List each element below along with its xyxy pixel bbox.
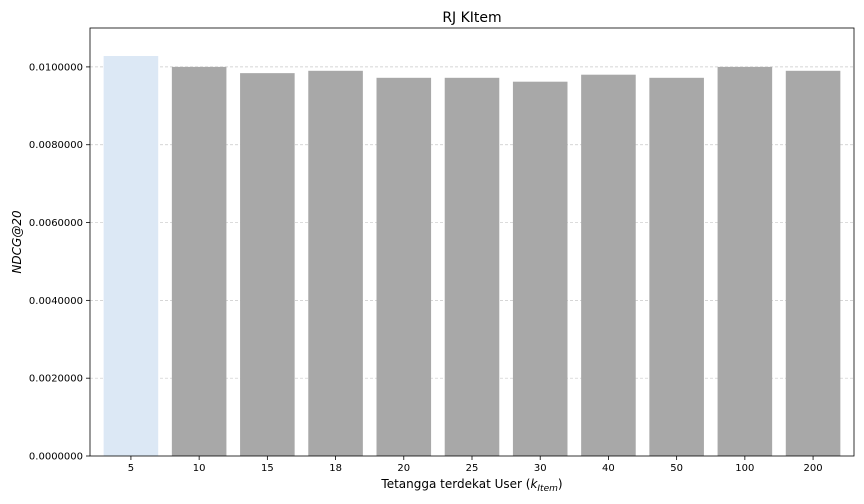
- x-tick-label: 40: [602, 463, 615, 474]
- bar: [308, 70, 363, 457]
- x-tick-label: 5: [128, 463, 134, 474]
- bar: [444, 77, 500, 456]
- y-tick-label: 0.0000000: [29, 452, 83, 463]
- x-tick-label: 25: [466, 463, 479, 474]
- y-axis: 0.0000000 0.0020000 0.0040000 0.0060000 0.00…: [29, 62, 90, 463]
- x-tick-label: 20: [397, 463, 410, 474]
- x-axis-label-suffix: ): [558, 477, 563, 491]
- bar: [171, 66, 227, 456]
- bar: [581, 74, 636, 456]
- x-axis-label: Tetangga terdekat User (kItem): [380, 477, 562, 494]
- chart-title: RJ KItem: [442, 10, 501, 26]
- x-tick-label: 200: [804, 463, 823, 474]
- bar: [785, 70, 841, 457]
- x-axis: 5 10 15 18 20 25 30 40 50 100 200: [128, 456, 823, 474]
- x-axis-label-subscript: Item: [537, 484, 558, 494]
- x-axis-label-k: k: [530, 477, 538, 491]
- x-axis-label-prefix: Tetangga terdekat User (: [380, 477, 530, 491]
- bar: [103, 56, 159, 456]
- x-tick-label: 100: [735, 463, 754, 474]
- x-tick-label: 10: [193, 463, 206, 474]
- x-tick-label: 30: [534, 463, 547, 474]
- bar: [717, 66, 773, 456]
- bar: [649, 77, 704, 456]
- x-tick-label: 50: [670, 463, 683, 474]
- bars: [103, 56, 841, 457]
- y-tick-label: 0.0020000: [29, 374, 83, 385]
- bar: [512, 81, 568, 456]
- y-tick-label: 0.0060000: [29, 218, 83, 229]
- y-axis-label: NDCG@20: [10, 210, 24, 274]
- bar: [240, 73, 295, 456]
- x-tick-label: 15: [261, 463, 274, 474]
- bar: [376, 77, 432, 456]
- y-tick-label: 0.0080000: [29, 140, 83, 151]
- y-tick-label: 0.0100000: [29, 62, 83, 73]
- y-tick-label: 0.0040000: [29, 296, 83, 307]
- x-tick-label: 18: [329, 463, 342, 474]
